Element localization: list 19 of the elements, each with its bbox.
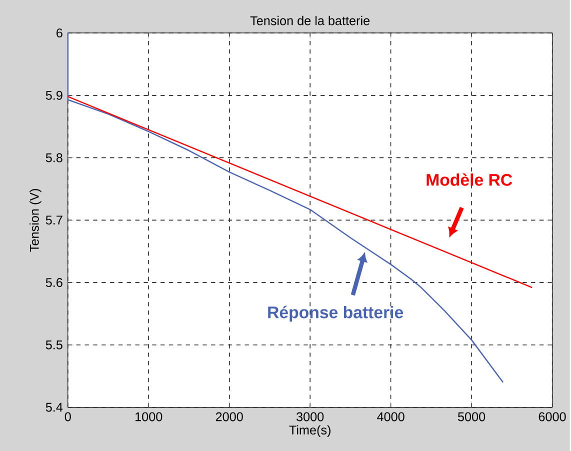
y-axis-title: Tension (V)	[30, 188, 42, 252]
x-tick-label: 1000	[136, 412, 162, 422]
x-tick-label: 5000	[458, 412, 486, 422]
x-tick-label: 2000	[216, 412, 243, 422]
y-tick-label: 5.5	[46, 340, 62, 350]
x-tick-label: 6000	[538, 412, 566, 422]
y-tick-label: 5.6	[46, 278, 62, 287]
y-tick-label: 5.4	[46, 402, 63, 412]
annotation: Modèle RC	[426, 173, 512, 186]
y-tick-label: 5.9	[46, 90, 62, 100]
annotation: Réponse batterie	[268, 306, 404, 322]
x-tick-label: 0	[64, 412, 71, 422]
x-tick-label: 3000	[296, 412, 324, 422]
y-tick-label: 6	[56, 28, 62, 38]
x-axis-title: Time(s)	[289, 425, 330, 437]
y-tick-label: 5.8	[46, 153, 62, 162]
chart-title: Tension de la batterie	[250, 16, 370, 26]
y-tick-label: 5.7	[46, 216, 62, 224]
x-tick-label: 4000	[377, 412, 404, 422]
